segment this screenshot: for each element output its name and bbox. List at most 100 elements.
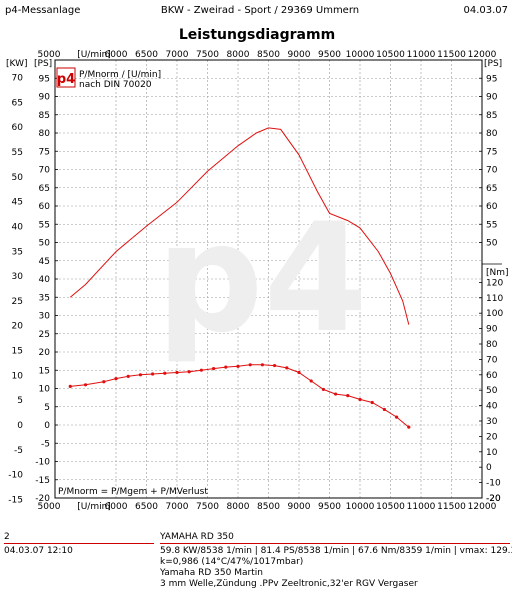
torque-point [199, 368, 203, 372]
torque-point [395, 415, 399, 419]
right-nm-tick: 110 [486, 294, 503, 304]
torque-point [346, 393, 350, 398]
right-nm-tick: 40 [486, 402, 498, 412]
left-kw-tick: 15 [12, 347, 23, 357]
torque-point [370, 400, 374, 405]
axes-layer: 5000500060006000650065007000700075007500… [6, 50, 509, 512]
x-tick-bottom: 9500 [318, 502, 341, 512]
x-tick-bottom: 6000 [105, 502, 128, 512]
right-nm-tick: 90 [486, 325, 498, 335]
right-ps-tick: 70 [486, 166, 498, 176]
left-ps-tick: 15 [39, 366, 50, 376]
torque-point [334, 392, 338, 396]
left-ps-tick: -10 [35, 458, 50, 468]
left-kw-tick: 10 [12, 371, 24, 381]
x-tick-bottom: 11500 [437, 502, 466, 512]
x-tick-bottom: 6500 [135, 502, 158, 512]
torque-point [297, 370, 301, 375]
p4-logo: p4 [56, 67, 76, 88]
x-axis-label-bottom: [U/min] [77, 502, 111, 512]
torque-point [285, 366, 289, 370]
right-ps-tick: 75 [486, 147, 497, 157]
footer-rule-left [4, 543, 154, 544]
right-nm-tick: 0 [486, 463, 492, 473]
left-kw-tick: 5 [17, 396, 23, 406]
right-nm-tick: 20 [486, 432, 498, 442]
left-ps-tick: -15 [35, 476, 50, 486]
torque-point [126, 374, 130, 378]
left-kw-tick: 35 [12, 247, 23, 257]
right-nm-tick: 60 [486, 371, 498, 381]
torque-point [248, 363, 252, 367]
torque-curve-line [70, 364, 410, 428]
torque-point [212, 367, 216, 371]
x-tick-bottom: 8000 [227, 502, 250, 512]
left-ps-tick: 40 [39, 275, 51, 285]
left-kw-tick: 30 [12, 272, 24, 282]
grid-layer [55, 60, 482, 498]
left-kw-tick: -5 [14, 446, 23, 456]
right-nm-tick: -20 [486, 494, 501, 504]
x-tick-top: 8500 [257, 50, 280, 60]
x-tick-top: 12000 [468, 50, 497, 60]
x-axis-label-top: [U/min] [77, 50, 111, 60]
x-tick-bottom: 7000 [166, 502, 189, 512]
rider-name: Yamaha RD 350 Martin [160, 568, 263, 578]
right-nm-tick: 70 [486, 355, 498, 365]
torque-point [273, 363, 277, 368]
header-app-name: p4-Messanlage [5, 5, 81, 16]
power-curve-line [69, 127, 410, 325]
tuning-notes: 3 mm Welle,Zündung .PPv Zeeltronic,32'er… [160, 579, 418, 589]
left-ps-tick: 80 [39, 129, 51, 139]
vehicle-model: YAMAHA RD 350 [160, 532, 234, 542]
right-axis-unit-ps: [PS] [484, 59, 502, 69]
results-line: 59.8 KW/8538 1/min | 81.4 PS/8538 1/min … [160, 546, 512, 556]
right-nm-tick: 120 [486, 278, 503, 288]
right-nm-bottom: -20 [486, 494, 501, 504]
left-ps-tick: 30 [39, 312, 51, 322]
torque-point [224, 365, 228, 369]
header-date: 04.03.07 [463, 5, 508, 16]
x-tick-top: 11500 [437, 50, 466, 60]
right-ps-tick: 55 [486, 220, 497, 230]
x-tick-bottom: 10500 [376, 502, 405, 512]
x-tick-top: 9500 [318, 50, 341, 60]
x-tick-top: 9000 [288, 50, 311, 60]
header-company: BKW - Zweirad - Sport / 29369 Ummern [160, 5, 360, 16]
chart-title: Leistungsdiagramm [178, 27, 336, 43]
left-ps-tick: 35 [39, 293, 50, 303]
x-tick-top: 6000 [105, 50, 128, 60]
x-tick-top: 10000 [346, 50, 375, 60]
left-kw-tick: 70 [12, 74, 24, 84]
left-ps-tick: 65 [39, 184, 50, 194]
left-kw-tick: 40 [12, 222, 24, 232]
left-ps-tick: 0 [44, 421, 50, 431]
svg-text:p4: p4 [57, 72, 75, 87]
left-kw-tick: 65 [12, 98, 23, 108]
left-axis-unit-kw: [KW] [6, 59, 28, 69]
x-tick-top: 6500 [135, 50, 158, 60]
torque-point [68, 384, 72, 388]
right-ps-tick: 80 [486, 129, 498, 139]
left-ps-tick: 25 [39, 330, 50, 340]
left-kw-tick: 60 [12, 123, 24, 133]
torque-point [321, 387, 325, 392]
left-ps-tick: 50 [39, 239, 51, 249]
right-ps-tick: 95 [486, 74, 497, 84]
series-layer [68, 127, 411, 429]
torque-point [151, 372, 155, 376]
left-ps-tick: 20 [39, 348, 51, 358]
legend-line-2: nach DIN 70020 [79, 80, 152, 90]
x-tick-bottom: 10000 [346, 502, 375, 512]
torque-point [358, 397, 362, 402]
right-nm-tick: -10 [486, 479, 501, 489]
right-nm-tick: 10 [486, 448, 498, 458]
left-kw-tick: 0 [17, 421, 23, 431]
torque-point [102, 380, 106, 384]
torque-point [309, 379, 313, 383]
left-ps-tick: 5 [44, 403, 50, 413]
right-ps-tick: 90 [486, 93, 498, 103]
left-ps-tick: 60 [39, 202, 51, 212]
right-nm-tick: 30 [486, 417, 498, 427]
left-ps-tick: 55 [39, 220, 50, 230]
